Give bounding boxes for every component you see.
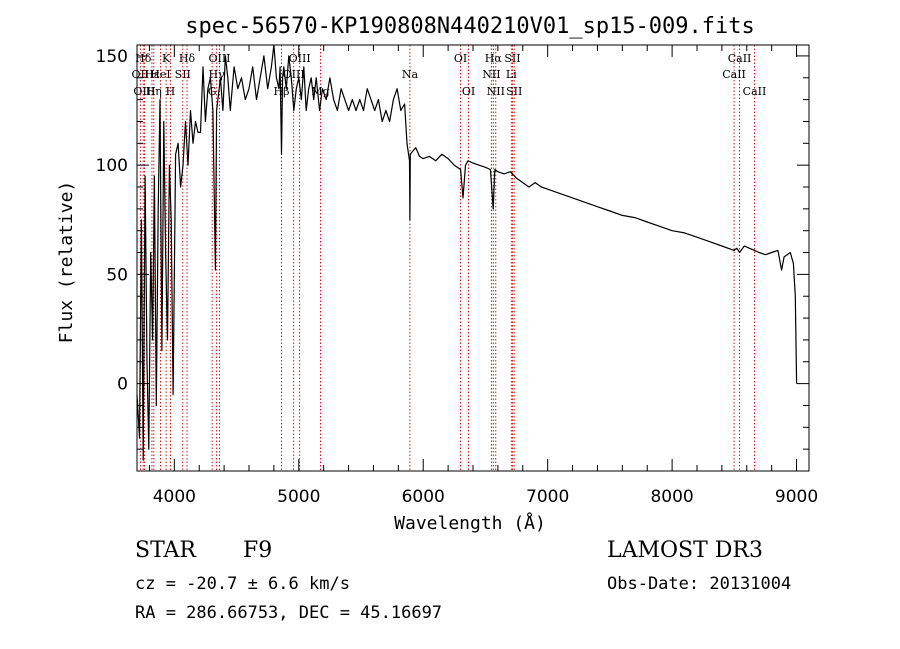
- line-label-2: OIII: [133, 85, 155, 98]
- line-label-27: CaII: [728, 52, 752, 65]
- line-label-12: OIII: [208, 52, 230, 65]
- line-label-24: SII: [504, 52, 520, 65]
- object-class: STAR: [135, 538, 196, 563]
- line-label-7: H: [166, 85, 176, 98]
- object-subclass: F9: [243, 538, 273, 563]
- line-label-0: Hδ: [135, 52, 152, 65]
- x-tick-label-0: 4000: [153, 487, 196, 507]
- line-label-14: OIII: [283, 68, 305, 81]
- obs-date: Obs-Date: 20131004: [607, 574, 792, 594]
- line-label-21: Hα: [485, 52, 503, 65]
- axis-ticks: [137, 45, 809, 471]
- y-tick-label-2: 100: [96, 156, 128, 176]
- y-tick-label-1: 50: [106, 265, 128, 285]
- x-tick-label-5: 9000: [775, 487, 818, 507]
- line-label-10: G: [208, 85, 217, 98]
- y-tick-label-0: 0: [117, 375, 128, 395]
- y-tick-labels: 0 50 100 150: [96, 47, 128, 395]
- redshift-text: cz = -20.7 ± 6.6 km/s: [135, 574, 350, 594]
- line-label-5: HeI: [150, 68, 170, 81]
- line-label-8: SII: [175, 68, 191, 81]
- chart-title: spec-56570-KP190808N440210V01_sp15-009.f…: [185, 14, 755, 39]
- line-label-28: CaII: [743, 85, 767, 98]
- line-label-23: Li: [506, 68, 517, 81]
- line-label-25: SII: [506, 85, 522, 98]
- coordinates: RA = 286.66753, DEC = 45.16697: [135, 603, 443, 623]
- x-axis-label: Wavelength (Å): [394, 512, 546, 534]
- line-label-18: OI: [454, 52, 467, 65]
- line-label-4: Hη: [146, 85, 162, 98]
- x-tick-label-4: 8000: [650, 487, 693, 507]
- line-label-22: NII: [487, 85, 505, 98]
- y-tick-label-3: 150: [96, 47, 128, 67]
- line-label-17: Na: [402, 68, 419, 81]
- y-axis-label: Flux (relative): [56, 181, 77, 344]
- line-label-15: OIII: [289, 52, 311, 65]
- line-label-20: NII: [482, 68, 500, 81]
- survey-name: LAMOST DR3: [607, 538, 763, 563]
- line-label-13: Hβ: [274, 85, 290, 98]
- x-tick-label-1: 5000: [277, 487, 320, 507]
- x-tick-labels: 4000 5000 6000 7000 8000 9000: [153, 487, 818, 507]
- line-label-26: CaII: [722, 68, 746, 81]
- x-tick-label-2: 6000: [402, 487, 445, 507]
- line-label-1: OII: [132, 68, 150, 81]
- line-label-3: Hε: [144, 68, 160, 81]
- line-label-9: Hδ: [179, 52, 196, 65]
- x-tick-label-3: 7000: [526, 487, 569, 507]
- line-label-19: OI: [462, 85, 475, 98]
- spectral-line-markers: [139, 45, 755, 471]
- spectrum-flux-line: [136, 44, 798, 461]
- spectral-line-labels: Hδ OII OIII Hε Hη HeI K H SII Hδ G Hγ OIII Hβ OIII OIII…: [132, 52, 767, 98]
- line-label-11: Hγ: [209, 68, 226, 81]
- line-label-6: K: [162, 52, 171, 65]
- plot-frame: [136, 44, 810, 472]
